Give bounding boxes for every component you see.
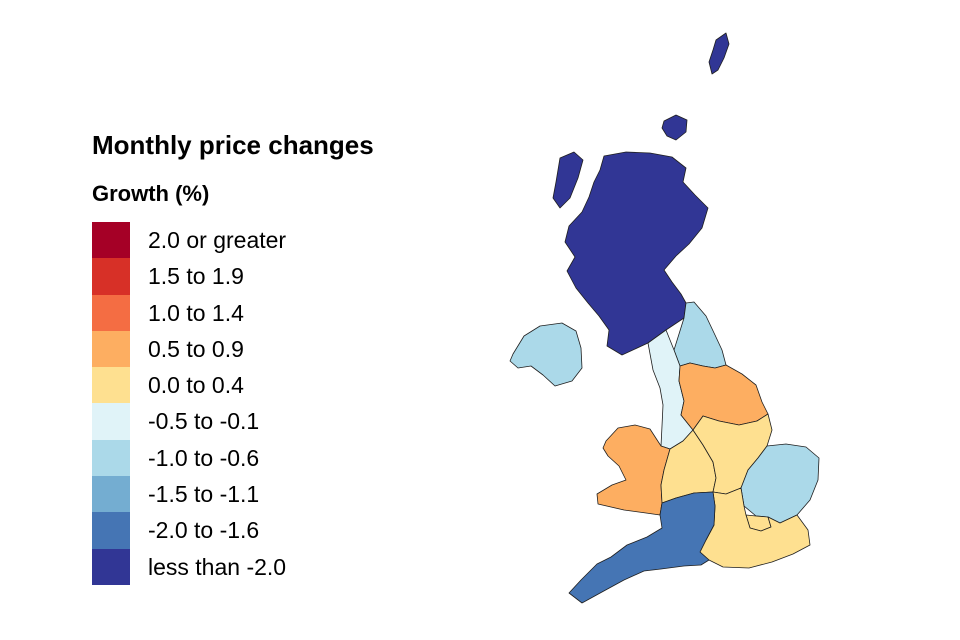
legend-swatch	[92, 512, 130, 549]
legend-label: -2.0 to -1.6	[148, 517, 260, 544]
legend-label: 1.5 to 1.9	[148, 263, 244, 290]
legend-swatch	[92, 548, 130, 585]
region-orkney	[661, 114, 688, 141]
legend-swatch	[92, 439, 130, 477]
legend-label: -1.0 to -0.6	[148, 444, 260, 471]
legend-swatch	[92, 330, 130, 368]
legend-title: Growth (%)	[92, 181, 210, 206]
chart-title: Monthly price changes	[92, 130, 374, 160]
region-east-of-england	[740, 443, 820, 524]
region-south-west	[568, 491, 716, 604]
legend-label: -1.5 to -1.1	[148, 481, 260, 508]
region-wales	[596, 424, 671, 516]
legend-label: 1.0 to 1.4	[148, 299, 244, 326]
legend-label: -0.5 to -0.1	[148, 408, 260, 435]
region-northern-ireland	[509, 322, 583, 387]
region-outer-hebrides	[552, 151, 584, 209]
region-yorkshire	[678, 362, 769, 431]
legend-swatch	[92, 403, 130, 440]
legend-label: less than -2.0	[148, 553, 287, 580]
legend-swatch	[92, 367, 130, 404]
legend-swatch	[92, 222, 130, 259]
legend-swatch	[92, 294, 130, 331]
region-shetland	[708, 32, 730, 75]
legend-label: 2.0 or greater	[148, 227, 287, 253]
legend-label: 0.0 to 0.4	[148, 372, 244, 399]
legend-swatch	[92, 258, 130, 295]
legend-label: 0.5 to 0.9	[148, 335, 244, 362]
legend-swatch	[92, 476, 130, 513]
